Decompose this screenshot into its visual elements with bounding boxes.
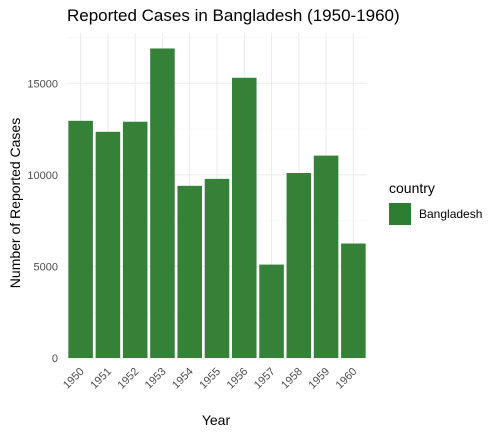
y-axis-title: Number of Reported Cases <box>7 118 23 288</box>
x-tick-label: 1957 <box>252 366 278 392</box>
y-tick-label: 5000 <box>34 261 58 273</box>
bar-1960 <box>341 243 366 358</box>
legend-swatch <box>389 203 411 225</box>
x-tick-label: 1956 <box>225 366 251 392</box>
bar-1952 <box>122 121 148 358</box>
chart-title: Reported Cases in Bangladesh (1950-1960) <box>67 6 400 25</box>
bar-1956 <box>232 77 257 359</box>
x-tick-label: 1958 <box>279 366 305 392</box>
x-tick-label: 1959 <box>306 366 332 392</box>
bar-1950 <box>68 120 93 358</box>
legend-title: country <box>389 180 435 196</box>
bar-1953 <box>150 48 175 358</box>
x-tick-label: 1954 <box>170 366 196 392</box>
bar-1959 <box>313 155 339 358</box>
bars <box>68 48 366 359</box>
x-tick-label: 1950 <box>61 366 87 392</box>
bar-1955 <box>204 178 230 358</box>
x-tick-label: 1955 <box>197 366 223 392</box>
bar-1951 <box>95 131 121 358</box>
bar-1957 <box>259 264 284 358</box>
x-tick-label: 1960 <box>334 366 360 392</box>
x-axis-title: Year <box>202 412 231 428</box>
bar-1958 <box>286 173 312 358</box>
y-tick-label: 15000 <box>27 78 58 90</box>
y-tick-label: 0 <box>52 353 58 365</box>
legend: country Bangladesh <box>389 180 482 225</box>
y-tick-label: 10000 <box>27 170 58 182</box>
x-tick-label: 1953 <box>143 366 169 392</box>
legend-label: Bangladesh <box>419 207 482 221</box>
x-tick-label: 1952 <box>116 366 142 392</box>
y-axis-ticks: 0 5000 10000 15000 <box>27 78 58 365</box>
x-axis-ticks: 1950 1951 1952 1953 1954 1955 1956 1957 1958 1959… <box>61 366 360 392</box>
bar-1954 <box>177 185 202 358</box>
x-tick-label: 1951 <box>88 366 114 392</box>
